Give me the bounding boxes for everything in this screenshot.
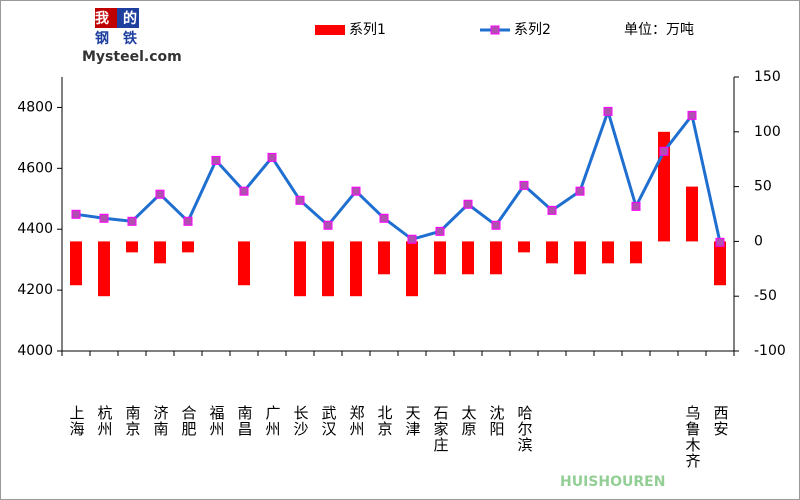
line-marker: [407, 234, 417, 244]
y2-tick-label: 50: [754, 179, 772, 195]
y2-tick-label: 100: [754, 124, 781, 140]
bar: [294, 241, 306, 297]
line-marker: [155, 189, 165, 199]
x-tick-label: 乌鲁木齐: [684, 405, 702, 469]
x-tick-label: 南昌: [236, 405, 254, 437]
bar: [322, 241, 334, 297]
bar: [126, 241, 138, 253]
line-marker: [323, 220, 333, 230]
line-marker: [379, 213, 389, 223]
logo-text: Mysteel.com: [82, 49, 182, 65]
bar: [406, 241, 418, 297]
x-tick-label: 济南: [152, 405, 170, 437]
x-tick-label: 西安: [712, 405, 730, 437]
line-marker: [127, 216, 137, 226]
logo-box: [117, 8, 139, 28]
bar: [546, 241, 558, 264]
line-marker: [183, 216, 193, 226]
line-marker: [715, 237, 725, 247]
line-marker: [351, 186, 361, 196]
y2-tick-label: -100: [754, 343, 786, 359]
bar: [350, 241, 362, 297]
x-tick-label: 南京: [124, 405, 142, 437]
line-marker: [631, 201, 641, 211]
bar: [378, 241, 390, 275]
line-marker: [239, 186, 249, 196]
bar: [574, 241, 586, 275]
y2-tick-label: 150: [754, 69, 781, 85]
bar: [238, 241, 250, 286]
bar: [630, 241, 642, 264]
line-marker: [687, 110, 697, 120]
line-marker: [659, 146, 669, 156]
x-tick-label: 广州: [264, 405, 282, 437]
logo-box: [95, 8, 117, 28]
x-tick-label: 石家庄: [432, 405, 450, 453]
bar: [154, 241, 166, 264]
x-tick-label: 武汉: [320, 405, 338, 437]
line-marker: [295, 195, 305, 205]
y-tick-label: 4200: [17, 282, 53, 298]
line-marker: [267, 152, 277, 162]
x-tick-label: 太原: [460, 405, 478, 437]
y2-tick-label: -50: [754, 288, 777, 304]
line-marker: [463, 199, 473, 209]
line-marker: [603, 106, 613, 116]
legend-swatch: [315, 25, 345, 35]
legend-label: 系列1: [349, 22, 386, 38]
bar: [462, 241, 474, 275]
x-tick-label: 合肥: [180, 405, 198, 437]
line-marker: [211, 155, 221, 165]
unit-label: 单位：万吨: [624, 22, 694, 38]
bar: [182, 241, 194, 253]
legend-label: 系列2: [514, 22, 551, 38]
bar: [602, 241, 614, 264]
line-marker: [547, 205, 557, 215]
line-marker: [519, 180, 529, 190]
y-tick-label: 4800: [17, 99, 53, 115]
x-tick-label: 哈尔滨: [516, 405, 534, 453]
bar: [70, 241, 82, 286]
x-tick-label: 杭州: [96, 405, 114, 437]
bar: [98, 241, 110, 297]
x-tick-label: 郑州: [348, 405, 366, 437]
x-tick-label: 天津: [404, 405, 422, 437]
bar: [434, 241, 446, 275]
y-tick-label: 4000: [17, 343, 53, 359]
line-marker: [575, 186, 585, 196]
bar: [518, 241, 530, 253]
y-tick-label: 4400: [17, 221, 53, 237]
watermark: HUISHOUREN: [560, 474, 665, 490]
line-marker: [99, 213, 109, 223]
x-tick-label: 长沙: [292, 405, 310, 437]
bar: [714, 241, 726, 286]
line: [75, 106, 722, 243]
x-tick-label: 上海: [68, 405, 86, 437]
x-tick-label: 福州: [208, 405, 226, 437]
line-marker: [435, 226, 445, 236]
x-tick-label: 沈阳: [488, 405, 506, 437]
bar: [490, 241, 502, 275]
line-marker: [491, 220, 501, 230]
x-tick-label: 北京: [376, 405, 394, 437]
legend-swatch: [490, 25, 500, 35]
bar: [686, 186, 698, 242]
y2-tick-label: 0: [754, 233, 763, 249]
line-marker: [71, 209, 81, 219]
y-tick-label: 4600: [17, 160, 53, 176]
